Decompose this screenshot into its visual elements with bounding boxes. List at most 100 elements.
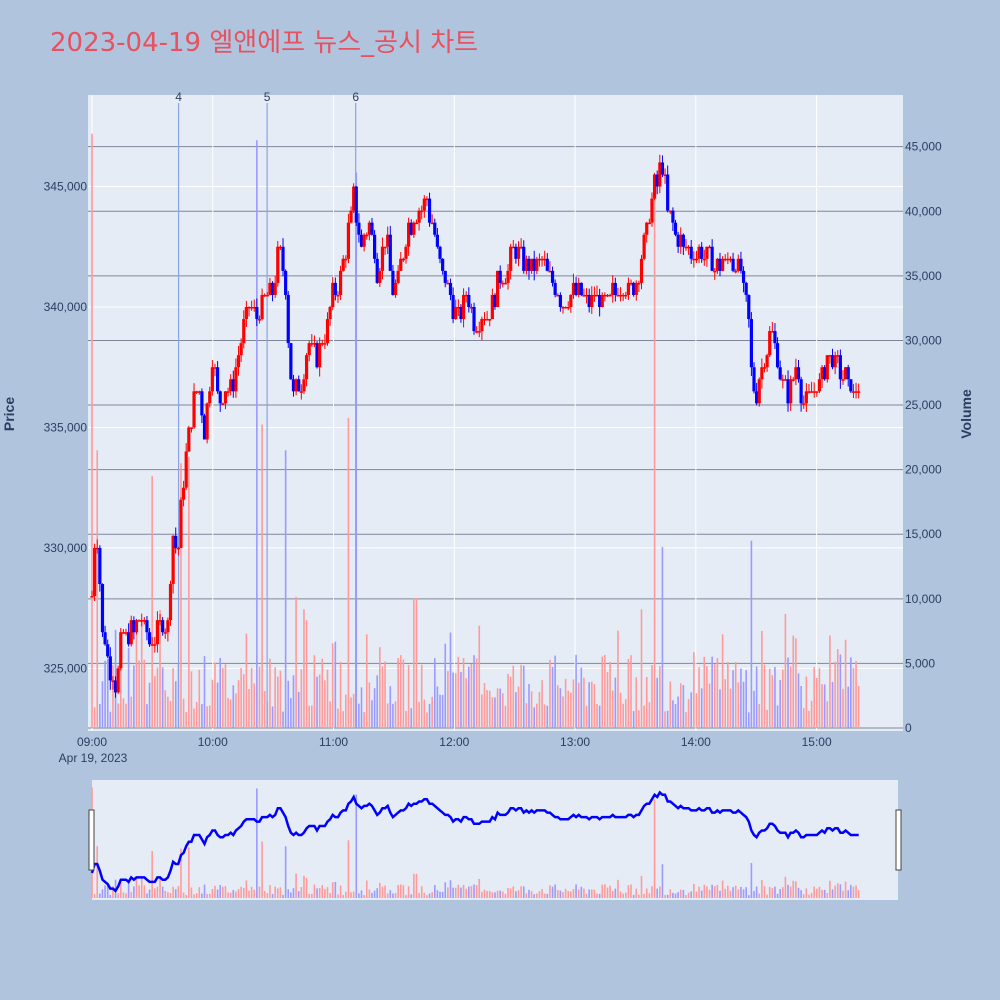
volume-bar <box>232 685 235 728</box>
volume-bar <box>222 667 224 728</box>
volume-bar <box>596 703 598 728</box>
volume-bar <box>481 694 483 728</box>
slider-volume-bar <box>614 888 617 898</box>
slider-volume-bar <box>460 887 462 898</box>
volume-bar <box>782 669 784 728</box>
candle-body <box>461 294 466 320</box>
volume-bar <box>755 666 758 728</box>
time-tick-label: 15:00 <box>802 735 832 749</box>
candle-body <box>166 620 170 633</box>
candle-body <box>367 222 371 235</box>
slider-volume-bar <box>627 885 630 898</box>
candle-body <box>749 319 753 368</box>
slider-volume-bar <box>242 887 245 898</box>
volume-bar <box>460 672 462 728</box>
slider-volume-bar <box>779 889 781 898</box>
range-slider[interactable] <box>92 780 898 900</box>
slider-volume-bar <box>305 877 308 898</box>
candle-body <box>451 294 455 320</box>
volume-bar <box>543 704 546 728</box>
volume-bar <box>224 664 227 728</box>
volume-bar <box>525 703 528 728</box>
volume-bar <box>148 682 151 728</box>
candlesticks <box>90 154 861 698</box>
slider-volume-bar <box>452 887 454 898</box>
candle-body <box>399 258 403 271</box>
slider-volume-bar <box>392 893 394 898</box>
candle-body <box>420 210 424 213</box>
candle-body <box>307 343 311 356</box>
price-tick-label: 345,000 <box>44 180 88 194</box>
candle-body <box>495 270 500 307</box>
slider-volume-bar <box>766 894 768 898</box>
volume-bar <box>593 684 596 728</box>
candle-body <box>603 294 607 297</box>
volume-bar <box>630 655 632 728</box>
slider-volume-bar <box>813 886 815 898</box>
slider-volume-bar <box>528 889 530 898</box>
candle-body <box>781 379 785 381</box>
volume-bar <box>664 711 666 728</box>
volume-bar <box>318 674 321 728</box>
candle-body <box>820 367 824 380</box>
slider-volume-bar <box>263 891 266 898</box>
slider-volume-bar <box>481 891 483 898</box>
candle-body <box>516 246 521 259</box>
slider-volume-bar <box>583 888 585 898</box>
price-tick-label: 340,000 <box>44 300 88 314</box>
volume-bar <box>99 703 101 728</box>
candle-body <box>663 174 667 176</box>
range-slider-price-line <box>90 790 859 893</box>
slider-volume-bar <box>836 883 839 898</box>
candle-body <box>679 234 683 247</box>
slider-volume-bar <box>734 885 737 898</box>
slider-volume-bar <box>698 886 700 898</box>
candle-body <box>407 222 411 247</box>
slider-volume-bar <box>706 886 708 898</box>
volume-bar <box>358 703 360 728</box>
candle-body <box>804 391 808 404</box>
slider-volume-bar <box>324 889 326 898</box>
range-slider-right-handle[interactable] <box>895 809 902 871</box>
slider-volume-bar <box>407 886 410 898</box>
slider-volume-bar <box>727 885 729 898</box>
volume-bar <box>700 688 703 728</box>
volume-bar <box>588 682 590 728</box>
slider-volume-bar <box>195 893 198 898</box>
slider-volume-bar <box>386 893 389 898</box>
slider-volume-bar <box>509 888 512 898</box>
candle-body <box>632 282 636 295</box>
candle-body <box>441 258 445 271</box>
slider-volume-bar <box>818 886 821 898</box>
slider-volume-bar <box>719 890 721 898</box>
candle-body <box>579 282 583 295</box>
range-slider-left-handle[interactable] <box>88 809 95 871</box>
candle-body <box>809 391 814 393</box>
volume-bar <box>761 630 763 728</box>
range-slider-volume <box>91 787 860 898</box>
candle-body <box>707 246 712 249</box>
slider-volume-bar <box>185 895 187 898</box>
candle-body <box>713 270 717 273</box>
candle-body <box>357 222 361 235</box>
volume-bar <box>169 701 172 728</box>
candle-body <box>519 246 523 249</box>
candle-body <box>778 367 782 380</box>
volume-bar <box>729 688 732 728</box>
slider-volume-bar <box>156 886 159 898</box>
candle-body <box>134 620 139 633</box>
candle-body <box>349 210 353 223</box>
candle-body <box>828 355 832 357</box>
slider-volume-bar <box>256 788 258 898</box>
volume-bar <box>172 668 174 728</box>
slider-volume-bar <box>389 890 392 898</box>
volume-bar <box>313 655 316 728</box>
candle-body <box>121 632 125 634</box>
volume-bar <box>737 682 740 728</box>
candle-body <box>147 632 152 645</box>
volume-bar <box>256 140 258 728</box>
candle-body <box>161 620 165 633</box>
volume-bar <box>491 697 494 728</box>
slider-volume-bar <box>253 889 256 898</box>
candle-body <box>621 294 625 297</box>
